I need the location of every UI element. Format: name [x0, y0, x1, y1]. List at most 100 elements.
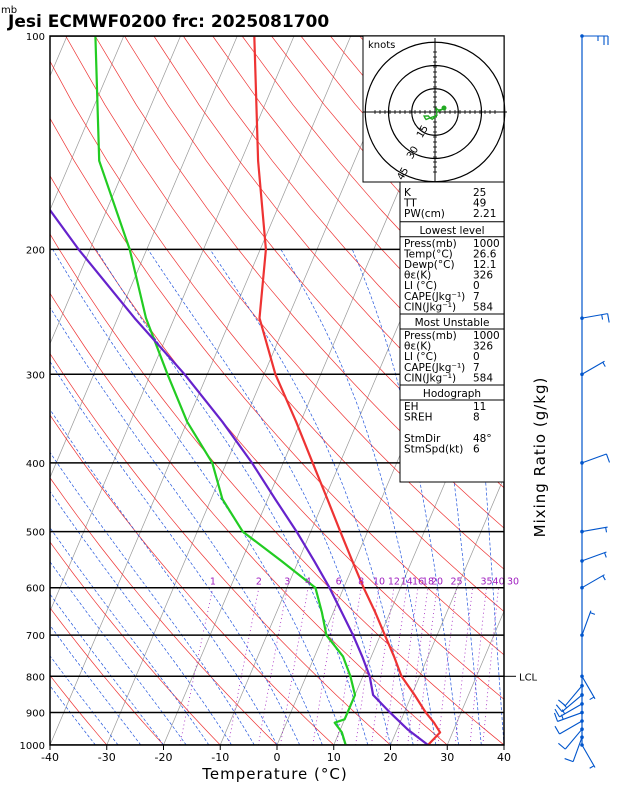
mixing-ratio-line	[312, 587, 340, 745]
index-label: θε(K)	[404, 341, 431, 353]
index-label: θε(K)	[404, 270, 431, 282]
wind-barb-flag	[553, 712, 559, 722]
mixing-ratio-label: 18	[422, 577, 434, 588]
index-label: TT	[403, 198, 417, 210]
lcl-label: LCL	[519, 672, 538, 683]
moist-adiabat-line	[280, 249, 437, 745]
index-label: Dewp(°C)	[404, 259, 455, 271]
wind-barb-flag	[605, 453, 611, 463]
wind-barb	[580, 34, 609, 45]
dry-adiabat-line	[65, 36, 504, 570]
mixing-ratio-label: 4	[305, 577, 311, 588]
dry-adiabat-line	[50, 233, 504, 745]
index-label: CIN(Jkg⁻¹)	[404, 301, 456, 313]
dry-adiabat-line	[50, 352, 392, 745]
mixing-ratio-label: 6	[336, 577, 342, 588]
isotherm-line	[0, 36, 10, 745]
wind-barb-shaft	[581, 610, 592, 636]
index-value: 11	[473, 401, 486, 413]
index-label: CAPE(Jkg⁻¹)	[404, 291, 465, 303]
wind-barb-flag	[555, 704, 563, 713]
y-tick-label: 800	[26, 672, 45, 683]
x-tick-label: -40	[41, 751, 59, 764]
wind-barb	[555, 693, 584, 713]
isotherm-line	[390, 476, 504, 745]
index-value: 0	[473, 351, 480, 363]
index-label: LI (°C)	[404, 280, 437, 292]
hodograph-ring-label: 30	[405, 145, 421, 162]
mixing-ratio-line	[179, 587, 214, 745]
dry-adiabat-line	[50, 477, 278, 745]
wind-barb	[558, 727, 584, 750]
index-value: 49	[473, 198, 486, 210]
mixing-ratio-label: 8	[358, 577, 364, 588]
index-section-heading: Hodograph	[423, 388, 481, 400]
wind-barb-flag	[554, 725, 560, 735]
x-tick-label: -20	[155, 751, 173, 764]
x-tick-label: 10	[327, 751, 341, 764]
hodograph-storm-motion	[441, 105, 447, 111]
x-tick-label: 0	[274, 751, 281, 764]
x-tick-label: 30	[440, 751, 454, 764]
wind-barb-shaft	[581, 551, 607, 562]
wind-barb-half-flag	[561, 709, 566, 715]
index-value: 0	[473, 280, 480, 292]
dry-adiabat-line	[50, 744, 51, 745]
x-tick-label: -10	[211, 751, 229, 764]
wind-barb-shaft	[561, 694, 583, 713]
wind-barb	[580, 360, 606, 377]
index-value: 326	[473, 341, 493, 353]
index-section-heading: Most Unstable	[415, 317, 490, 329]
isotherm-line	[50, 36, 295, 613]
wind-barb-half-flag	[602, 362, 606, 367]
moist-adiabat-line	[50, 624, 142, 745]
wind-barb	[580, 453, 611, 465]
mixing-ratio-line	[469, 587, 487, 745]
mixing-ratio-line	[280, 587, 309, 745]
index-value: 2.21	[473, 208, 496, 220]
moist-adiabat-line	[50, 561, 187, 745]
isotherm-line	[50, 36, 238, 479]
index-label: PW(cm)	[404, 208, 445, 220]
wind-barb	[580, 551, 607, 563]
y-tick-label: 500	[26, 528, 45, 539]
hodograph-trace	[423, 106, 443, 121]
y-tick-label: 300	[26, 370, 45, 381]
moist-adiabat-line	[50, 306, 323, 745]
moist-adiabat-line	[50, 451, 255, 745]
mixing-ratio-label: 3	[284, 577, 290, 588]
index-label: SREH	[404, 412, 433, 424]
mixing-ratio-label: 40	[493, 577, 505, 588]
index-value: 7	[473, 362, 480, 374]
wind-barb-shaft	[581, 453, 607, 464]
dewpoint-line	[94, 36, 357, 745]
wind-barb-half-flag	[590, 612, 596, 615]
mixing-ratio-label: 16	[412, 577, 424, 588]
moist-adiabat-line	[50, 490, 232, 745]
index-value: 1000	[473, 330, 500, 342]
index-label: StmDir	[404, 433, 441, 445]
y-tick-label: 600	[26, 584, 45, 595]
wind-barb-half-flag	[589, 765, 595, 769]
index-label: Press(mb)	[404, 238, 457, 250]
wind-barb-flag	[554, 708, 560, 718]
moist-adiabat-line	[50, 527, 210, 745]
dry-adiabat-line	[50, 607, 164, 745]
index-value: 584	[473, 301, 493, 313]
index-label: CIN(Jkg⁻¹)	[404, 372, 456, 384]
wind-barb-flag	[607, 313, 610, 323]
wind-barb-flag	[558, 699, 566, 707]
wind-barb	[580, 526, 608, 534]
moist-adiabat-line	[50, 593, 164, 745]
isotherm-line	[106, 36, 408, 745]
dry-adiabat-line	[50, 414, 335, 745]
dry-adiabat-line	[94, 36, 504, 529]
wind-barb-shaft	[564, 728, 583, 750]
wind-barb-shaft	[581, 744, 596, 768]
y-tick-label: 1000	[20, 741, 45, 752]
dry-adiabat-line	[124, 36, 504, 489]
dry-adiabat-line	[50, 674, 108, 745]
mixing-ratio-label: 12	[388, 577, 400, 588]
